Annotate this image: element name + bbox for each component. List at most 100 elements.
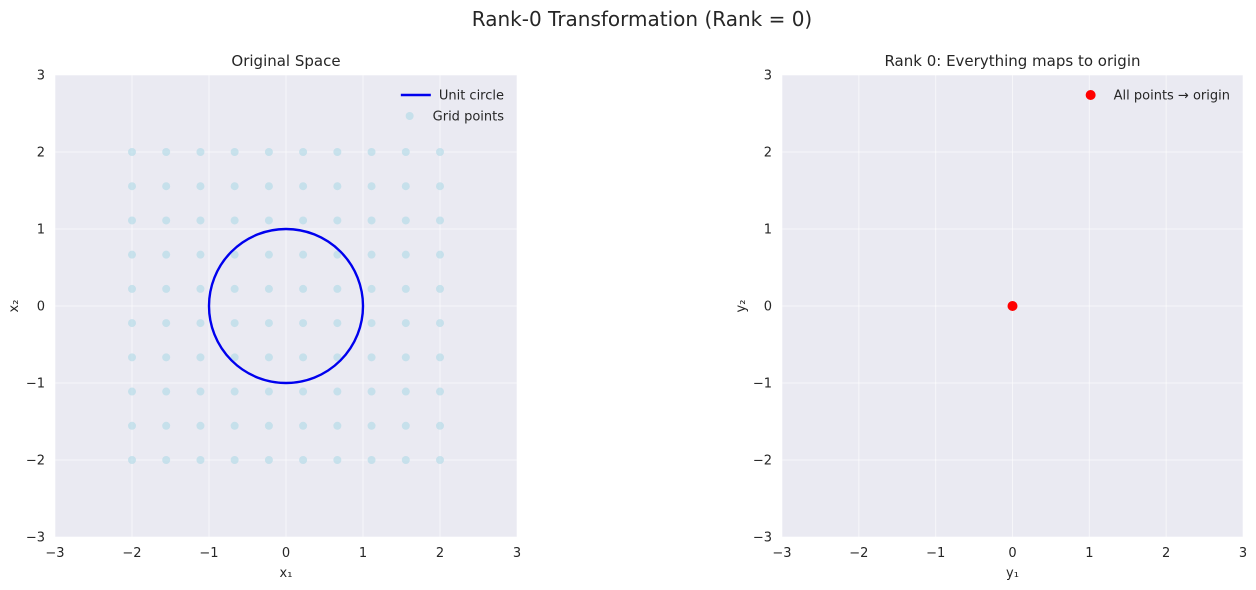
grid-point xyxy=(196,216,205,225)
grid-point xyxy=(264,148,273,156)
transformed-x-tick-label: 3 xyxy=(1239,546,1247,561)
transformed-y-tick-label: 0 xyxy=(764,300,772,315)
grid-point xyxy=(196,353,205,362)
grid-point xyxy=(299,148,308,156)
grid-point xyxy=(196,456,205,464)
origin-point xyxy=(1007,301,1018,311)
grid-point xyxy=(436,456,444,464)
transformed-y-tick-label: −3 xyxy=(753,531,772,546)
transformed-x-tick-label: 2 xyxy=(1162,546,1170,561)
grid-point xyxy=(128,182,136,191)
grid-point xyxy=(401,319,410,328)
grid-point xyxy=(401,182,410,191)
grid-point xyxy=(367,319,376,328)
grid-point xyxy=(128,148,136,156)
grid-point xyxy=(299,421,308,430)
grid-point xyxy=(230,250,239,259)
grid-point xyxy=(264,250,273,259)
grid-point xyxy=(196,319,205,328)
grid-point xyxy=(436,421,444,430)
grid-point xyxy=(367,216,376,225)
grid-point xyxy=(162,148,171,156)
grid-point xyxy=(401,250,410,259)
original-x-tick-label: 1 xyxy=(359,546,367,561)
grid-point xyxy=(230,148,239,156)
grid-point xyxy=(299,182,308,191)
grid-point xyxy=(162,182,171,191)
original-legend: Unit circle Grid points xyxy=(400,89,505,125)
grid-point xyxy=(230,353,239,362)
grid-point xyxy=(436,148,444,156)
grid-point xyxy=(401,148,410,156)
transformed-y-tick-label: 2 xyxy=(764,146,772,161)
grid-point xyxy=(162,216,171,225)
grid-point xyxy=(333,182,342,191)
grid-point xyxy=(299,456,308,464)
grid-point xyxy=(230,284,239,293)
grid-point xyxy=(367,250,376,259)
grid-point xyxy=(401,353,410,362)
legend-entry-label: Grid points xyxy=(433,110,505,125)
grid-point xyxy=(333,353,342,362)
original-x-tick-label: 2 xyxy=(436,546,444,561)
grid-point xyxy=(436,353,444,362)
figure-suptitle: Rank-0 Transformation (Rank = 0) xyxy=(472,7,812,31)
grid-point xyxy=(230,387,239,396)
grid-point xyxy=(333,148,342,156)
transformed-y-tick-label: 1 xyxy=(764,223,772,238)
legend-point-marker xyxy=(405,112,414,120)
legend-entry-label: All points → origin xyxy=(1114,89,1230,104)
grid-point xyxy=(264,456,273,464)
grid-point xyxy=(436,387,444,396)
grid-point xyxy=(333,284,342,293)
grid-point xyxy=(230,421,239,430)
grid-point xyxy=(264,387,273,396)
original-y-tick-label: 3 xyxy=(37,69,45,84)
grid-point xyxy=(367,148,376,156)
grid-point xyxy=(128,387,136,396)
grid-point xyxy=(401,284,410,293)
transformed-x-tick-label: 0 xyxy=(1008,546,1016,561)
transformed-y-tick-label: −1 xyxy=(753,377,772,392)
grid-point xyxy=(128,456,136,464)
grid-point xyxy=(128,353,136,362)
grid-point xyxy=(264,319,273,328)
grid-point xyxy=(162,421,171,430)
original-x-tick-label: 0 xyxy=(282,546,290,561)
grid-point xyxy=(401,387,410,396)
grid-point xyxy=(367,421,376,430)
original-x-tick-label: −3 xyxy=(45,546,64,561)
legend-entry-label: Unit circle xyxy=(439,89,504,104)
original-y-tick-label: 1 xyxy=(37,223,45,238)
grid-point xyxy=(333,319,342,328)
transformed-x-tick-label: −3 xyxy=(772,546,791,561)
grid-point xyxy=(196,387,205,396)
grid-point xyxy=(162,456,171,464)
original-x-tick-label: 3 xyxy=(513,546,521,561)
grid-point xyxy=(264,353,273,362)
grid-point xyxy=(367,456,376,464)
grid-point xyxy=(367,387,376,396)
transformed-y-tick-label: 3 xyxy=(764,69,772,84)
grid-point xyxy=(196,250,205,259)
original-title: Original Space xyxy=(231,52,340,70)
grid-point xyxy=(162,387,171,396)
grid-point xyxy=(299,250,308,259)
transformed-x-axis-label: y₁ xyxy=(1006,566,1019,581)
transformed-title: Rank 0: Everything maps to origin xyxy=(884,52,1140,70)
grid-point xyxy=(264,182,273,191)
grid-point xyxy=(299,216,308,225)
grid-point xyxy=(196,284,205,293)
transformed-x-tick-label: −2 xyxy=(849,546,868,561)
grid-point xyxy=(401,456,410,464)
grid-point xyxy=(436,319,444,328)
grid-point xyxy=(162,319,171,328)
grid-point xyxy=(128,421,136,430)
grid-point xyxy=(264,216,273,225)
original-x-tick-label: −1 xyxy=(199,546,218,561)
grid-point xyxy=(299,353,308,362)
grid-point xyxy=(264,284,273,293)
grid-point xyxy=(230,319,239,328)
grid-point xyxy=(128,284,136,293)
grid-point xyxy=(128,319,136,328)
